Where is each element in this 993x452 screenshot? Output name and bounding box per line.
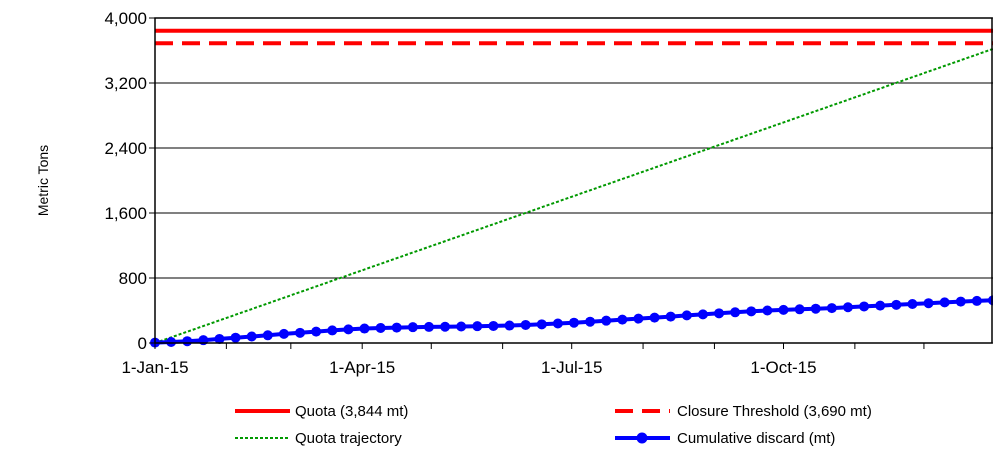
discard-point <box>810 303 821 314</box>
legend-label: Closure Threshold (3,690 mt) <box>677 403 872 420</box>
discard-point <box>939 297 950 308</box>
discard-point <box>472 321 483 332</box>
x-axis-ticks: 1-Jan-15 1-Apr-15 1-Jul-15 1-Oct-15 <box>121 343 925 377</box>
y-tick-label: 4,000 <box>104 9 147 28</box>
discard-point <box>456 321 467 332</box>
discard-point <box>488 320 499 331</box>
y-tick-label: 0 <box>138 334 147 353</box>
y-tick-label: 2,400 <box>104 139 147 158</box>
discard-point <box>697 309 708 320</box>
discard-point <box>391 322 402 333</box>
plot-frame <box>154 17 993 344</box>
discard-point <box>569 317 579 328</box>
discard-point <box>714 308 725 319</box>
axes <box>154 17 993 344</box>
discard-point <box>166 337 177 348</box>
x-tick-label: 1-Apr-15 <box>329 358 395 377</box>
gridlines <box>155 17 993 344</box>
y-axis-title: Metric Tons <box>35 145 51 216</box>
series-layer <box>150 28 993 348</box>
discard-point <box>343 324 354 335</box>
legend-label: Quota trajectory <box>295 430 402 447</box>
discard-point <box>295 327 306 338</box>
discard-point <box>440 321 451 332</box>
series-line-2 <box>154 47 993 344</box>
discard-point <box>907 299 918 309</box>
discard-point <box>246 331 257 342</box>
x-tick-label: 1-Jul-15 <box>541 358 602 377</box>
discard-point <box>585 316 596 327</box>
discard-point <box>971 295 982 306</box>
discard-point <box>746 306 757 317</box>
discard-point <box>617 314 628 325</box>
discard-point <box>778 304 789 315</box>
discard-point <box>649 312 660 323</box>
discard-point <box>794 304 805 315</box>
legend-label: Quota (3,844 mt) <box>295 403 408 420</box>
discard-point <box>923 298 934 309</box>
discard-point <box>601 315 612 326</box>
discard-point <box>423 321 434 332</box>
discard-point <box>891 299 902 310</box>
legend: Quota (3,844 mt) Closure Threshold (3,690… <box>235 403 872 447</box>
discard-point <box>633 313 644 324</box>
discard-point <box>681 310 692 321</box>
discard-point <box>859 301 870 312</box>
discard-point <box>182 336 193 347</box>
discard-point <box>552 318 563 329</box>
legend-marker <box>636 432 648 444</box>
discard-point <box>730 307 741 318</box>
y-axis-ticks: 0 800 1,600 2,400 3,200 4,000 <box>104 9 155 353</box>
discard-point <box>762 305 773 316</box>
discard-point <box>327 325 338 336</box>
legend-label: Cumulative discard (mt) <box>677 430 835 447</box>
discard-point <box>359 323 370 334</box>
discard-point <box>278 328 289 339</box>
discard-point <box>214 333 225 344</box>
discard-point <box>230 332 241 343</box>
discard-point <box>826 303 837 314</box>
discard-point <box>504 320 515 331</box>
discard-point <box>842 302 853 313</box>
discard-point <box>955 296 966 307</box>
discard-point <box>311 326 322 337</box>
discard-point <box>375 322 386 333</box>
x-tick-label: 1-Jan-15 <box>121 358 188 377</box>
discard-point <box>875 300 886 311</box>
discard-point <box>407 322 418 333</box>
y-tick-label: 800 <box>119 269 147 288</box>
y-tick-label: 1,600 <box>104 204 147 223</box>
discard-point <box>520 319 531 330</box>
discard-point <box>262 330 273 341</box>
discard-point <box>536 319 547 330</box>
discard-point <box>665 311 676 322</box>
y-tick-label: 3,200 <box>104 74 147 93</box>
x-tick-label: 1-Oct-15 <box>750 358 816 377</box>
